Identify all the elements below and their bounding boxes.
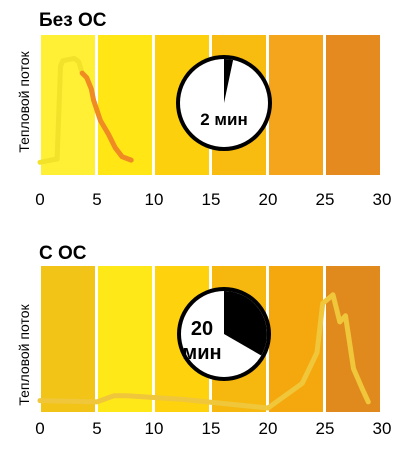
x-tick-label: 25 bbox=[316, 190, 335, 209]
data-series bbox=[37, 55, 134, 165]
series-line bbox=[37, 292, 371, 411]
band-20-25 bbox=[269, 35, 323, 175]
data-series bbox=[37, 292, 371, 411]
chart-panel-bottom: С ОС Тепловой поток 20 мин 0 5 10 15 20 25 30 bbox=[16, 243, 391, 438]
clock-label-unit: мин bbox=[182, 342, 221, 364]
x-tick-label: 30 bbox=[373, 190, 392, 209]
clock-elapsed-sector bbox=[224, 291, 267, 356]
chart-title: Без ОС bbox=[39, 10, 107, 31]
band-5-10 bbox=[98, 266, 152, 412]
y-axis-label: Тепловой поток bbox=[16, 304, 32, 406]
clock-label-number: 20 bbox=[191, 318, 213, 340]
series-line-late bbox=[79, 70, 134, 163]
plot-background-bands bbox=[41, 266, 380, 412]
band-0-5 bbox=[41, 266, 95, 412]
x-tick-label: 15 bbox=[202, 190, 221, 209]
clock-icon bbox=[176, 55, 272, 151]
chart-title: С ОС bbox=[39, 243, 87, 264]
x-axis-ticks: 0 5 10 15 20 25 30 bbox=[35, 190, 391, 209]
series-line-early bbox=[37, 55, 85, 165]
band-5-10 bbox=[98, 35, 152, 175]
band-25-30 bbox=[326, 266, 380, 412]
x-tick-label: 5 bbox=[92, 190, 101, 209]
clock-icon bbox=[177, 287, 271, 381]
x-tick-label: 30 bbox=[373, 419, 392, 438]
x-tick-label: 0 bbox=[35, 190, 44, 209]
x-tick-label: 20 bbox=[259, 419, 278, 438]
band-25-30 bbox=[326, 35, 380, 175]
x-tick-label: 0 bbox=[35, 419, 44, 438]
band-0-5 bbox=[41, 35, 95, 175]
x-tick-label: 10 bbox=[145, 419, 164, 438]
x-tick-label: 25 bbox=[316, 419, 335, 438]
y-axis-label: Тепловой поток bbox=[16, 51, 32, 153]
x-axis-ticks: 0 5 10 15 20 25 30 bbox=[35, 419, 391, 438]
x-tick-label: 5 bbox=[92, 419, 101, 438]
x-tick-label: 15 bbox=[202, 419, 221, 438]
clock-label: 2 мин bbox=[200, 110, 247, 129]
chart-panel-top: Без ОС Тепловой поток 2 мин 0 5 10 15 20 25 30 bbox=[16, 10, 391, 209]
clock-elapsed-sector bbox=[224, 59, 234, 103]
x-tick-label: 10 bbox=[145, 190, 164, 209]
x-tick-label: 20 bbox=[259, 190, 278, 209]
